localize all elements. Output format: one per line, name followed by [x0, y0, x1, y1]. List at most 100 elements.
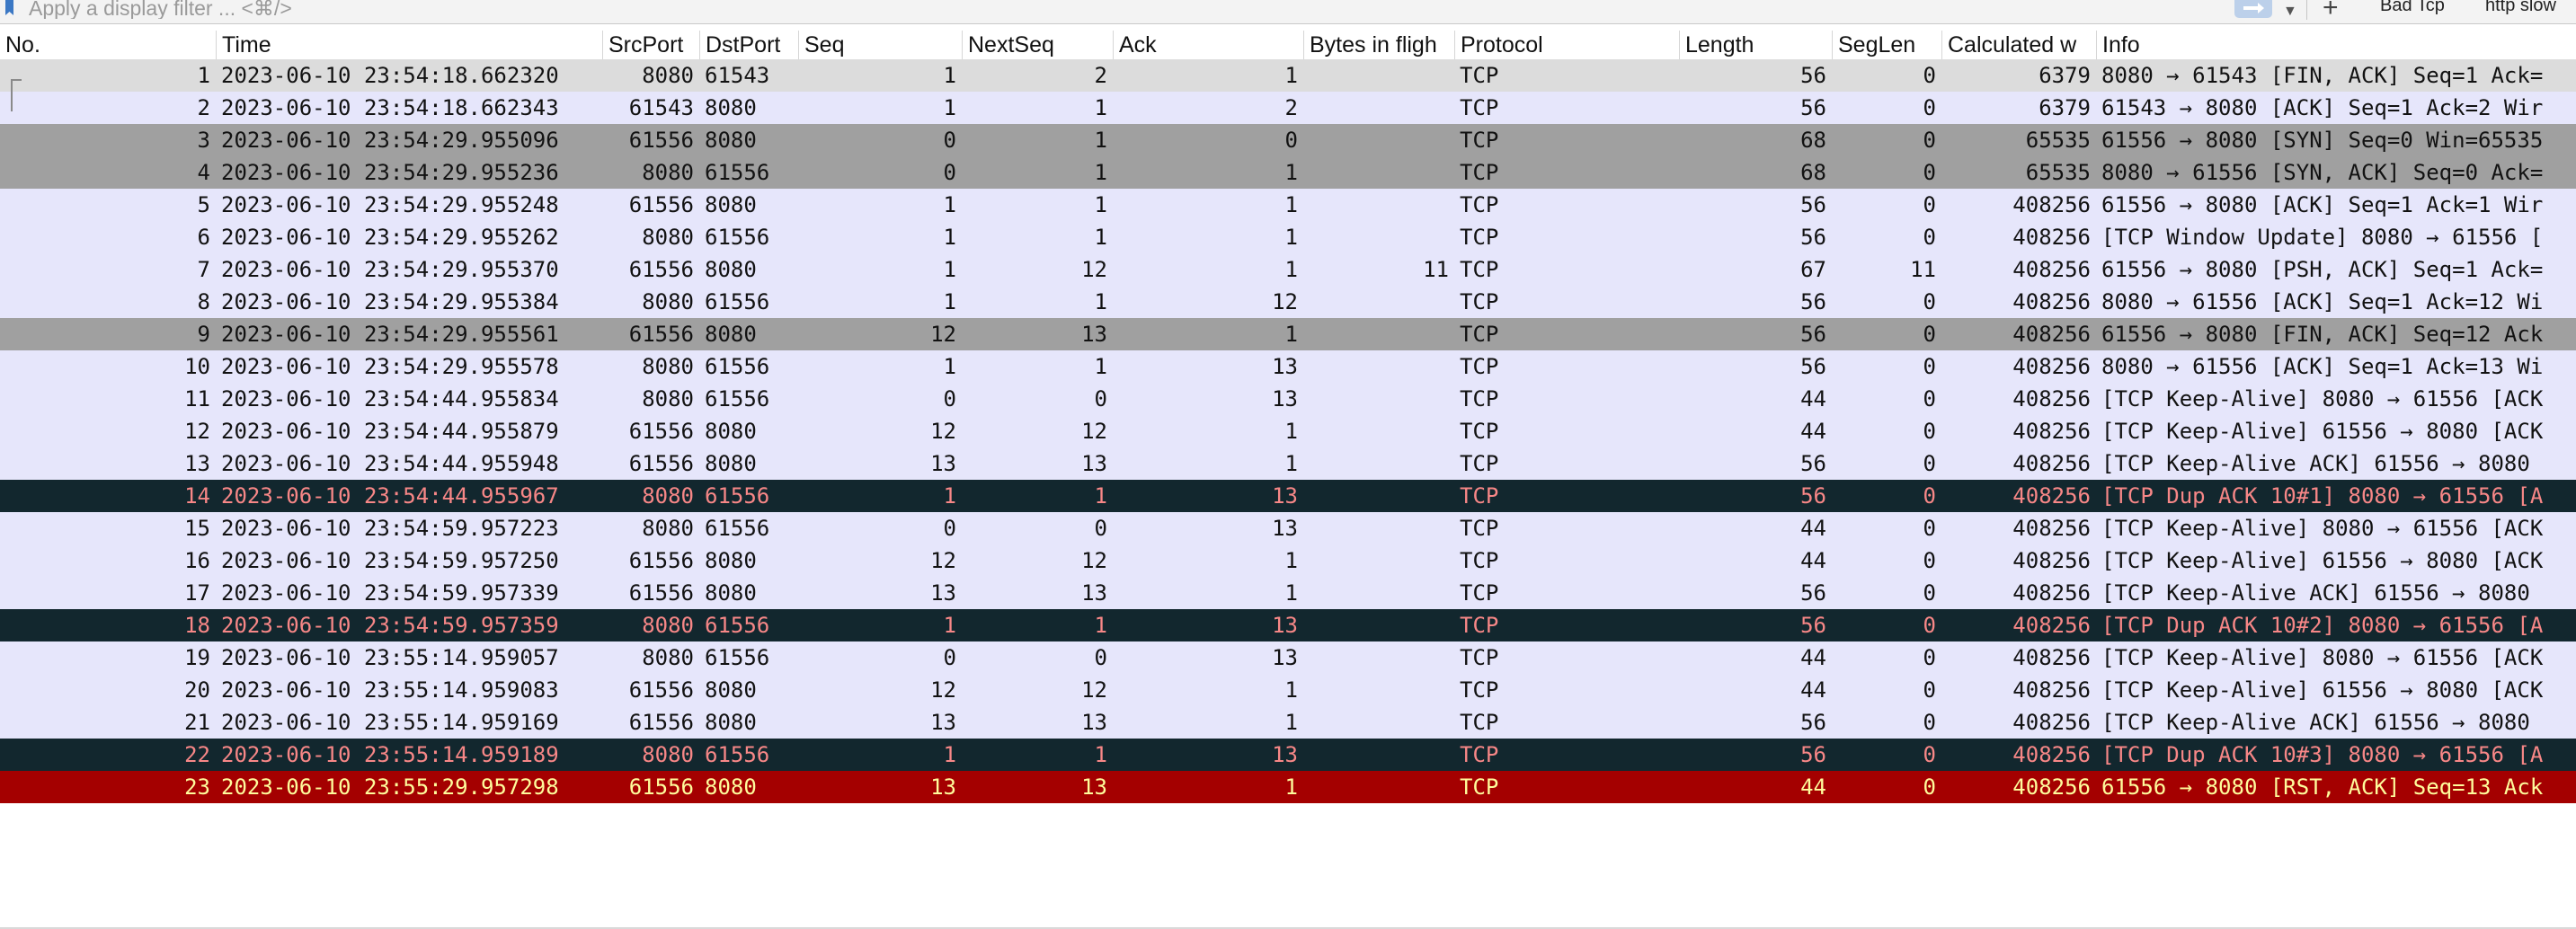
- packet-row[interactable]: 12 2023-06-10 23:54:44.955879 61556 8080 12 1…: [0, 415, 2576, 447]
- filter-button-bad-tcp[interactable]: Bad Tcp: [2380, 0, 2445, 15]
- arrow-right-icon[interactable]: [2234, 0, 2272, 18]
- cell-no: 19: [184, 645, 210, 670]
- cell-seq: 12: [930, 677, 956, 703]
- cell-seglen: 0: [1923, 289, 1936, 314]
- packet-row[interactable]: 14 2023-06-10 23:54:44.955967 8080 61556 1 1 1…: [0, 480, 2576, 512]
- cell-protocol: TCP: [1460, 225, 1499, 250]
- packet-row[interactable]: 23 2023-06-10 23:55:29.957298 61556 8080 13 1…: [0, 771, 2576, 803]
- display-filter-input[interactable]: [22, 0, 2238, 19]
- column-header-calculated-window[interactable]: Calculated w: [1941, 31, 2096, 59]
- cell-length: 56: [1800, 451, 1826, 476]
- cell-no: 7: [197, 257, 210, 282]
- cell-info: 61556 → 8080 [RST, ACK] Seq=13 Ack: [2101, 774, 2544, 800]
- cell-seglen: 0: [1923, 613, 1936, 638]
- cell-ack: 13: [1272, 645, 1298, 670]
- cell-calcwin: 408256: [2012, 483, 2091, 509]
- column-header-bytes-in-flight[interactable]: Bytes in fligh: [1303, 31, 1454, 59]
- cell-seglen: 0: [1923, 548, 1936, 573]
- cell-nextseq: 1: [1094, 128, 1107, 153]
- column-header-protocol[interactable]: Protocol: [1454, 31, 1679, 59]
- bookmark-icon[interactable]: [4, 0, 16, 18]
- cell-dstport: 61556: [705, 483, 770, 509]
- cell-info: [TCP Keep-Alive] 8080 → 61556 [ACK: [2101, 386, 2544, 411]
- cell-seq: 13: [930, 774, 956, 800]
- cell-protocol: TCP: [1460, 613, 1499, 638]
- cell-length: 56: [1800, 354, 1826, 379]
- cell-srcport: 8080: [642, 225, 694, 250]
- packet-row[interactable]: 3 2023-06-10 23:54:29.955096 61556 8080 0 1 0 T…: [0, 124, 2576, 156]
- cell-length: 44: [1800, 677, 1826, 703]
- cell-bif: 11: [1423, 257, 1449, 282]
- cell-dstport: 61556: [705, 645, 770, 670]
- packet-row[interactable]: 15 2023-06-10 23:54:59.957223 8080 61556 0 0 1…: [0, 512, 2576, 544]
- column-header-ack[interactable]: Ack: [1113, 31, 1303, 59]
- cell-time: 2023-06-10 23:54:29.955262: [221, 225, 559, 250]
- packet-row[interactable]: 17 2023-06-10 23:54:59.957339 61556 8080 13 1…: [0, 577, 2576, 609]
- cell-time: 2023-06-10 23:54:29.955384: [221, 289, 559, 314]
- cell-dstport: 61556: [705, 742, 770, 767]
- cell-seq: 1: [943, 613, 956, 638]
- cell-seq: 1: [943, 63, 956, 88]
- column-header-no[interactable]: No.: [5, 32, 40, 58]
- cell-nextseq: 12: [1081, 257, 1107, 282]
- packet-row[interactable]: 7 2023-06-10 23:54:29.955370 61556 8080 1 12 1…: [0, 253, 2576, 286]
- packet-row[interactable]: 8 2023-06-10 23:54:29.955384 8080 61556 1 1 12…: [0, 286, 2576, 318]
- cell-time: 2023-06-10 23:54:59.957250: [221, 548, 559, 573]
- plus-icon[interactable]: +: [2323, 0, 2339, 22]
- cell-info: [TCP Keep-Alive] 8080 → 61556 [ACK: [2101, 516, 2544, 541]
- cell-protocol: TCP: [1460, 386, 1499, 411]
- cell-info: 61556 → 8080 [PSH, ACK] Seq=1 Ack=: [2101, 257, 2544, 282]
- filter-button-http-slow[interactable]: http slow: [2485, 0, 2556, 15]
- packet-row[interactable]: 16 2023-06-10 23:54:59.957250 61556 8080 12 1…: [0, 544, 2576, 577]
- cell-dstport: 61556: [705, 289, 770, 314]
- cell-no: 10: [184, 354, 210, 379]
- packet-row[interactable]: 2 2023-06-10 23:54:18.662343 61543 8080 1 1 2 T…: [0, 92, 2576, 124]
- packet-row[interactable]: 19 2023-06-10 23:55:14.959057 8080 61556 0 0 1…: [0, 641, 2576, 674]
- cell-time: 2023-06-10 23:55:29.957298: [221, 774, 559, 800]
- packet-row[interactable]: 20 2023-06-10 23:55:14.959083 61556 8080 12 1…: [0, 674, 2576, 706]
- column-header-dstport[interactable]: DstPort: [699, 31, 798, 59]
- column-header-info[interactable]: Info: [2096, 31, 2576, 59]
- cell-seq: 13: [930, 451, 956, 476]
- column-header-time[interactable]: Time: [216, 31, 602, 59]
- cell-ack: 1: [1284, 548, 1298, 573]
- chevron-down-icon[interactable]: ▼: [2283, 4, 2297, 19]
- cell-time: 2023-06-10 23:54:44.955967: [221, 483, 559, 509]
- cell-seglen: 0: [1923, 192, 1936, 217]
- cell-srcport: 61556: [628, 774, 694, 800]
- cell-nextseq: 13: [1081, 710, 1107, 735]
- packet-row[interactable]: 21 2023-06-10 23:55:14.959169 61556 8080 13 1…: [0, 706, 2576, 739]
- packet-row[interactable]: 6 2023-06-10 23:54:29.955262 8080 61556 1 1 1 T…: [0, 221, 2576, 253]
- column-header-seglen[interactable]: SegLen: [1832, 31, 1941, 59]
- cell-time: 2023-06-10 23:55:14.959057: [221, 645, 559, 670]
- cell-srcport: 61556: [628, 710, 694, 735]
- cell-time: 2023-06-10 23:54:29.955370: [221, 257, 559, 282]
- cell-dstport: 8080: [705, 548, 757, 573]
- pane-divider[interactable]: [0, 927, 2576, 929]
- packet-row[interactable]: 1 2023-06-10 23:54:18.662320 8080 61543 1 2 1 T…: [0, 59, 2576, 92]
- cell-protocol: TCP: [1460, 63, 1499, 88]
- packet-row[interactable]: 9 2023-06-10 23:54:29.955561 61556 8080 12 13…: [0, 318, 2576, 350]
- cell-protocol: TCP: [1460, 677, 1499, 703]
- cell-bif: [1303, 286, 1454, 318]
- packet-row[interactable]: 10 2023-06-10 23:54:29.955578 8080 61556 1 1 1…: [0, 350, 2576, 383]
- packet-row[interactable]: 22 2023-06-10 23:55:14.959189 8080 61556 1 1 1…: [0, 739, 2576, 771]
- column-header-length[interactable]: Length: [1679, 31, 1832, 59]
- packet-row[interactable]: 11 2023-06-10 23:54:44.955834 8080 61556 0 0 1…: [0, 383, 2576, 415]
- cell-info: 61556 → 8080 [SYN] Seq=0 Win=65535: [2101, 128, 2544, 153]
- column-header-seq[interactable]: Seq: [798, 31, 962, 59]
- packet-row[interactable]: 18 2023-06-10 23:54:59.957359 8080 61556 1 1 1…: [0, 609, 2576, 641]
- cell-srcport: 61556: [628, 257, 694, 282]
- cell-seq: 12: [930, 548, 956, 573]
- packet-row[interactable]: 4 2023-06-10 23:54:29.955236 8080 61556 0 1 1 T…: [0, 156, 2576, 189]
- cell-protocol: TCP: [1460, 322, 1499, 347]
- cell-protocol: TCP: [1460, 516, 1499, 541]
- packet-row[interactable]: 5 2023-06-10 23:54:29.955248 61556 8080 1 1 1 T…: [0, 189, 2576, 221]
- packet-row[interactable]: 13 2023-06-10 23:54:44.955948 61556 8080 13 1…: [0, 447, 2576, 480]
- cell-seq: 12: [930, 322, 956, 347]
- column-header-srcport[interactable]: SrcPort: [602, 31, 699, 59]
- cell-bif: [1303, 447, 1454, 480]
- cell-ack: 1: [1284, 451, 1298, 476]
- column-header-nextseq[interactable]: NextSeq: [962, 31, 1113, 59]
- cell-nextseq: 1: [1094, 354, 1107, 379]
